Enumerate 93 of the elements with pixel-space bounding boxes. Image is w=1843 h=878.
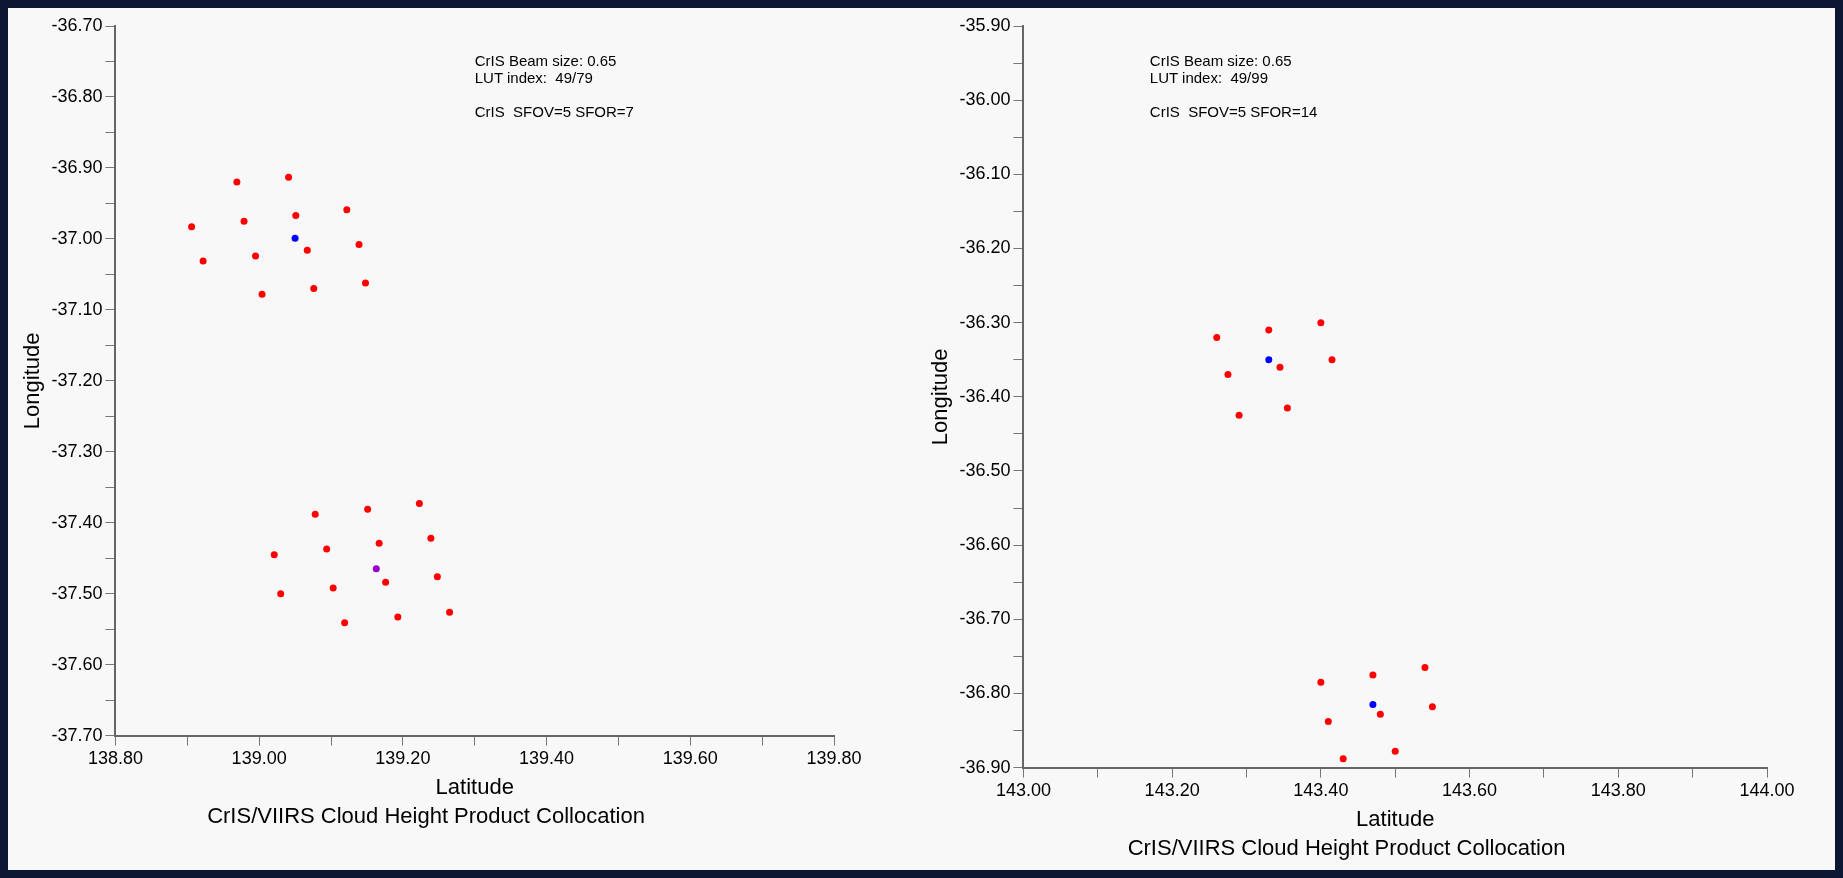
point	[1376, 710, 1384, 718]
point	[355, 241, 363, 249]
y-tick-label: -37.50	[51, 582, 103, 603]
x-tick-label: 143.60	[1442, 780, 1498, 801]
point	[1324, 718, 1332, 726]
x-tick-label: 143.00	[995, 780, 1051, 801]
point	[446, 608, 454, 616]
point	[1265, 326, 1273, 334]
point	[311, 510, 319, 518]
y-tick-label: -36.80	[959, 682, 1011, 703]
point	[1369, 701, 1377, 709]
point	[433, 573, 441, 581]
point	[1317, 678, 1325, 686]
point	[1391, 747, 1399, 755]
y-tick-label: -37.40	[51, 511, 103, 532]
x-axis-title: Latitude	[1356, 806, 1435, 832]
point	[372, 565, 380, 573]
point	[1283, 404, 1291, 412]
y-axis-title: Longitude	[927, 348, 953, 446]
point	[291, 234, 299, 242]
y-tick-label: -37.10	[51, 298, 103, 319]
point	[364, 505, 372, 513]
point	[343, 206, 351, 214]
y-axis-title: Longitude	[19, 332, 45, 430]
point	[252, 252, 260, 260]
annotation: CrIS SFOV=5 SFOR=14	[1149, 102, 1318, 120]
point	[427, 534, 435, 542]
point	[1224, 371, 1232, 379]
text: CrIS/VIIRS Cloud Height Product Collocation	[207, 802, 645, 828]
y-tick-label: -37.30	[51, 440, 103, 461]
point	[199, 257, 207, 265]
annotation: CrIS SFOV=5 SFOR=7	[474, 102, 634, 120]
y-tick-label: -36.90	[959, 756, 1011, 777]
y-tick-label: -37.00	[51, 227, 103, 248]
point	[233, 178, 241, 186]
y-tick-label: -37.70	[51, 724, 103, 745]
point	[1265, 356, 1273, 364]
x-tick-label: 143.20	[1144, 780, 1200, 801]
annotation: CrIS Beam size: 0.65	[474, 51, 617, 69]
x-tick-label: 139.40	[519, 748, 575, 769]
y-tick-label: -36.50	[959, 459, 1011, 480]
point	[240, 217, 248, 225]
x-tick-label: 139.60	[662, 748, 718, 769]
y-tick-label: -37.60	[51, 653, 103, 674]
point	[1317, 319, 1325, 327]
x-tick-label: 139.00	[231, 748, 287, 769]
point	[270, 551, 278, 559]
point	[1428, 703, 1436, 711]
y-tick-label: -36.10	[959, 163, 1011, 184]
y-tick-label: -37.20	[51, 369, 103, 390]
annotation: CrIS Beam size: 0.65	[1149, 51, 1292, 69]
y-tick-label: -36.80	[51, 85, 103, 106]
point	[323, 545, 331, 553]
point	[1369, 671, 1377, 679]
point	[394, 613, 402, 621]
x-axis-title: Latitude	[435, 774, 514, 800]
y-tick-label: -35.90	[959, 14, 1011, 35]
point	[1213, 333, 1221, 341]
x-tick-label: 139.20	[375, 748, 431, 769]
x-tick-label: 143.80	[1590, 780, 1646, 801]
y-tick-label: -36.90	[51, 156, 103, 177]
y-tick-label: -36.00	[959, 89, 1011, 110]
x-tick-label: 138.80	[87, 748, 143, 769]
point	[258, 290, 266, 298]
annotation: LUT index: 49/79	[474, 68, 593, 86]
point	[188, 223, 196, 231]
point	[292, 211, 300, 219]
point	[1421, 663, 1429, 671]
point	[382, 578, 390, 586]
y-tick-label: -36.40	[959, 385, 1011, 406]
point	[1328, 356, 1336, 364]
point	[1339, 755, 1347, 763]
y-tick-label: -36.20	[959, 237, 1011, 258]
y-tick-label: -36.30	[959, 311, 1011, 332]
x-tick-label: 144.00	[1739, 780, 1795, 801]
y-tick-label: -36.70	[51, 14, 103, 35]
point	[415, 500, 423, 508]
point	[329, 584, 337, 592]
y-tick-label: -36.70	[959, 608, 1011, 629]
annotation: LUT index: 49/99	[1149, 68, 1268, 86]
point	[1235, 411, 1243, 419]
point	[303, 246, 311, 254]
point	[310, 285, 318, 293]
text: CrIS/VIIRS Cloud Height Product Collocation	[1127, 834, 1566, 860]
y-tick-label: -36.60	[959, 534, 1011, 555]
point	[341, 619, 349, 627]
point	[375, 539, 383, 547]
x-tick-label: 139.80	[806, 748, 862, 769]
point	[277, 590, 285, 598]
point	[285, 173, 293, 181]
point	[362, 279, 369, 287]
point	[1276, 363, 1284, 371]
x-tick-label: 143.40	[1293, 780, 1349, 801]
